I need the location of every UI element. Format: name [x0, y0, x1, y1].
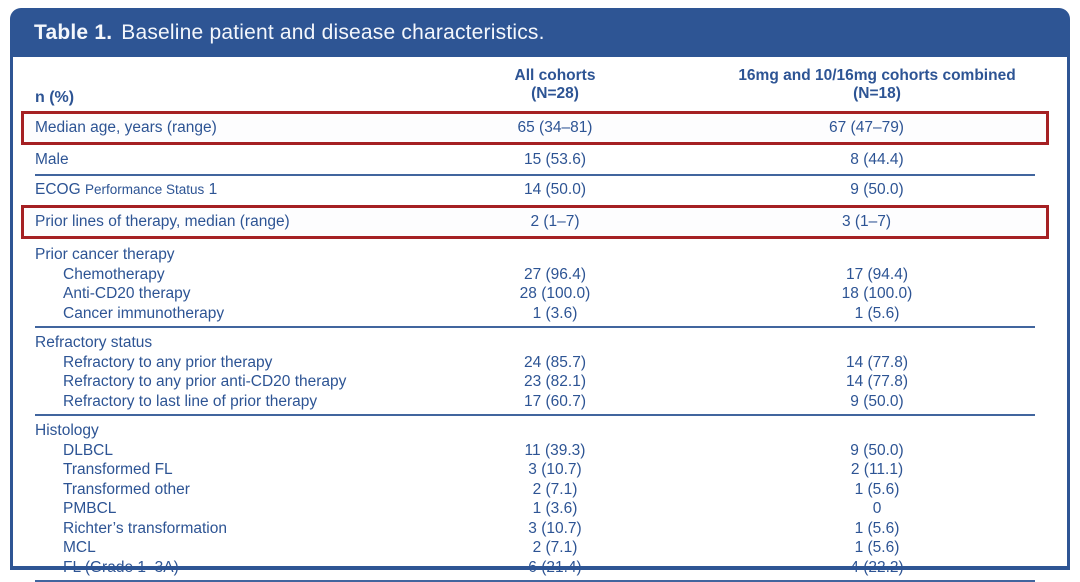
value-all-cohorts: 6 (21.4) — [528, 558, 582, 576]
row-divider — [35, 174, 1035, 176]
value-all-cohorts: 27 (96.4) — [523, 265, 587, 283]
value-combined: 9 (50.0) — [850, 181, 904, 198]
table-row: MCL 2 (7.1) 1 (5.6) — [13, 538, 1067, 558]
table-row: Refractory to any prior anti-CD20 therap… — [13, 372, 1067, 392]
column-header-combined-cohorts: 16mg and 10/16mg cohorts combined (N=18) — [738, 67, 1016, 102]
value-combined: 9 (50.0) — [850, 392, 904, 410]
row-label: MCL — [63, 539, 96, 556]
value-all-cohorts: 28 (100.0) — [519, 285, 591, 302]
value-combined: 4 (22.2) — [850, 558, 904, 576]
section-prior-cancer-therapy: Prior cancer therapy Chemotherapy 27 (96… — [13, 241, 1067, 325]
row-label: Male — [35, 151, 69, 168]
highlight-box-prior-lines: Prior lines of therapy, median (range) 2… — [21, 205, 1049, 239]
value-combined: 3 (1–7) — [841, 213, 892, 230]
table-body: n (%) All cohorts (N=28) 16mg and 10/16m… — [10, 57, 1070, 582]
row-label: ECOG Performance Status 1 — [35, 181, 218, 198]
value-combined: 9 (50.0) — [850, 441, 904, 459]
value-combined: 67 (47–79) — [829, 119, 904, 136]
value-all-cohorts: 15 (53.6) — [523, 151, 587, 168]
value-all-cohorts: 2 (7.1) — [532, 539, 578, 556]
value-combined: 0 — [872, 500, 882, 517]
section-header-row: Histology — [13, 421, 1067, 441]
value-all-cohorts: 17 (60.7) — [523, 392, 587, 410]
row-label: Cancer immunotherapy — [63, 304, 225, 322]
row-label: Anti-CD20 therapy — [63, 285, 191, 302]
row-label: Prior lines of therapy, median (range) — [35, 213, 290, 230]
column-header-row: n (%) All cohorts (N=28) 16mg and 10/16m… — [13, 57, 1067, 109]
value-all-cohorts: 14 (50.0) — [523, 181, 587, 198]
table-row-ecog: ECOG Performance Status 1 14 (50.0) 9 (5… — [13, 177, 1067, 203]
value-all-cohorts: 24 (85.7) — [523, 353, 587, 371]
table-row: Chemotherapy 27 (96.4) 17 (94.4) — [13, 265, 1067, 285]
value-combined: 2 (11.1) — [850, 461, 904, 478]
table-number: Table 1. — [34, 20, 113, 44]
section-header-row: Prior cancer therapy — [13, 245, 1067, 265]
value-all-cohorts: 1 (3.6) — [532, 304, 578, 322]
section-histology: Histology DLBCL 11 (39.3) 9 (50.0) Trans… — [13, 417, 1067, 579]
value-combined: 14 (77.8) — [845, 353, 909, 371]
value-all-cohorts: 2 (1–7) — [530, 213, 580, 230]
table-row: Transformed FL 3 (10.7) 2 (11.1) — [13, 460, 1067, 480]
section-label: Histology — [35, 422, 99, 439]
table-title-bar: Table 1. Baseline patient and disease ch… — [10, 8, 1070, 57]
row-divider — [35, 414, 1035, 416]
row-label: Median age, years (range) — [35, 119, 217, 136]
value-combined: 14 (77.8) — [845, 373, 909, 390]
row-label: FL (Grade 1–3A) — [63, 558, 179, 576]
value-all-cohorts: 1 (3.6) — [532, 500, 578, 517]
row-label: Refractory to any prior anti-CD20 therap… — [63, 373, 347, 390]
row-label: DLBCL — [63, 441, 113, 459]
value-combined: 8 (44.4) — [850, 151, 904, 168]
row-label: Transformed FL — [63, 461, 173, 478]
value-all-cohorts: 11 (39.3) — [524, 441, 586, 459]
value-all-cohorts: 23 (82.1) — [523, 373, 587, 390]
row-label: Transformed other — [63, 480, 190, 498]
value-all-cohorts: 3 (10.7) — [528, 519, 582, 537]
column-header-all-cohorts: All cohorts (N=28) — [514, 67, 596, 102]
section-label: Refractory status — [35, 334, 153, 351]
row-label: Chemotherapy — [63, 265, 165, 283]
value-combined: 17 (94.4) — [845, 265, 909, 283]
table-row: PMBCL 1 (3.6) 0 — [13, 499, 1067, 519]
value-all-cohorts: 65 (34–81) — [517, 119, 593, 136]
value-combined: 1 (5.6) — [854, 480, 900, 498]
row-divider — [35, 326, 1035, 328]
value-combined: 1 (5.6) — [854, 539, 900, 556]
value-combined: 1 (5.6) — [854, 304, 900, 322]
value-combined: 18 (100.0) — [841, 285, 913, 302]
table-row: FL (Grade 1–3A) 6 (21.4) 4 (22.2) — [13, 558, 1067, 578]
table-title: Baseline patient and disease characteris… — [121, 20, 545, 44]
highlight-box-median-age: Median age, years (range) 65 (34–81) 67 … — [21, 111, 1049, 145]
table-row: Refractory to any prior therapy 24 (85.7… — [13, 353, 1067, 373]
section-header-row: Refractory status — [13, 333, 1067, 353]
row-label: Refractory to last line of prior therapy — [63, 392, 318, 410]
table-row: Cancer immunotherapy 1 (3.6) 1 (5.6) — [13, 304, 1067, 324]
section-label: Prior cancer therapy — [35, 246, 175, 263]
row-label: Richter’s transformation — [63, 519, 227, 537]
table-row: Anti-CD20 therapy 28 (100.0) 18 (100.0) — [13, 284, 1067, 304]
row-label: PMBCL — [63, 500, 117, 517]
table-row: Richter’s transformation 3 (10.7) 1 (5.6… — [13, 519, 1067, 539]
column-header-n-pct: n (%) — [35, 89, 75, 106]
value-combined: 1 (5.6) — [854, 519, 900, 537]
value-all-cohorts: 3 (10.7) — [528, 461, 582, 478]
table-row-male: Male 15 (53.6) 8 (44.4) — [13, 147, 1067, 173]
table-row: DLBCL 11 (39.3) 9 (50.0) — [13, 441, 1067, 461]
row-label: Refractory to any prior therapy — [63, 353, 273, 371]
table-row: Transformed other 2 (7.1) 1 (5.6) — [13, 480, 1067, 500]
value-all-cohorts: 2 (7.1) — [532, 480, 578, 498]
section-refractory-status: Refractory status Refractory to any prio… — [13, 329, 1067, 413]
table-row: Refractory to last line of prior therapy… — [13, 392, 1067, 412]
